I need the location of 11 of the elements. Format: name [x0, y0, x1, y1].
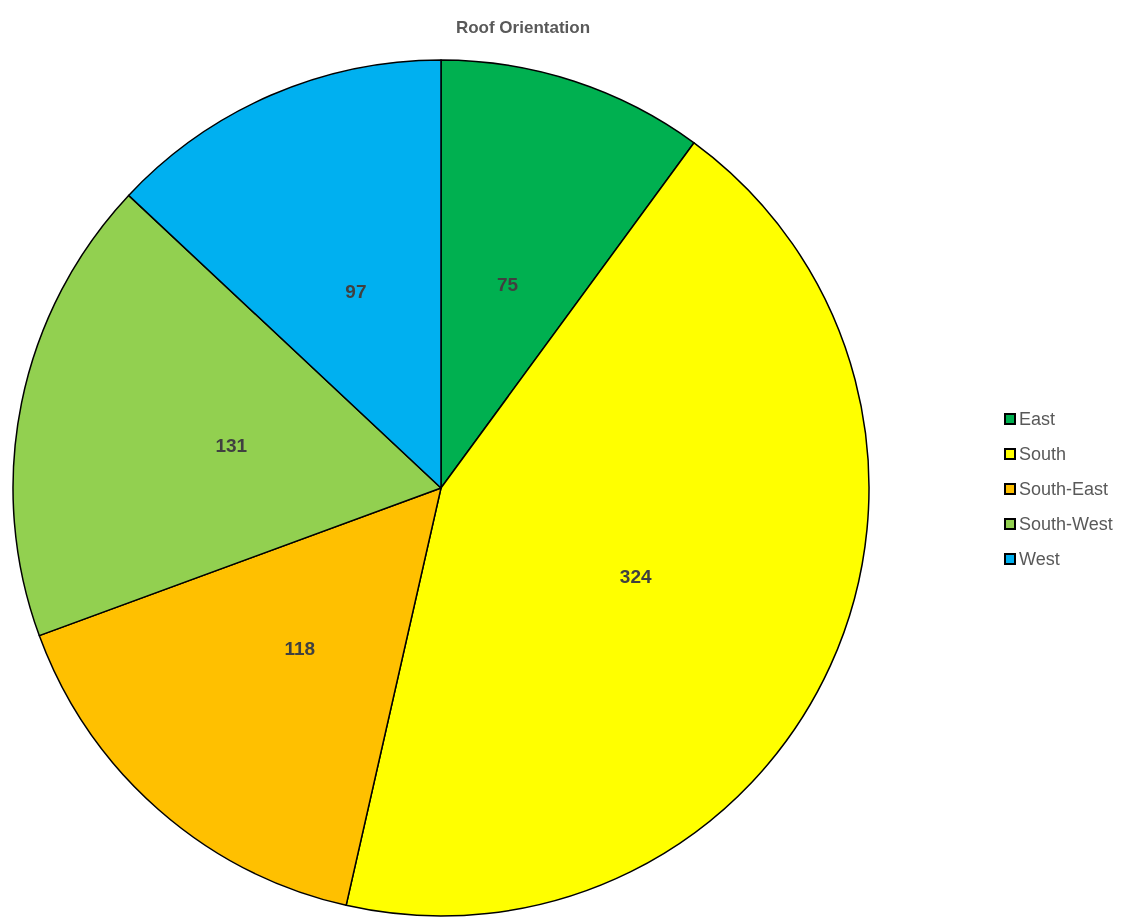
chart-title: Roof Orientation [455, 18, 591, 37]
data-label: 118 [284, 638, 316, 660]
data-label: 131 [215, 435, 248, 457]
legend-label: West [1019, 549, 1060, 570]
data-label: 97 [345, 281, 367, 303]
legend-label: South-West [1019, 514, 1113, 535]
legend-label: South [1019, 444, 1067, 465]
legend-label: East [1019, 409, 1056, 430]
data-label: 324 [619, 566, 652, 588]
data-label: 75 [496, 274, 519, 296]
legend-label: South-East [1019, 479, 1109, 500]
